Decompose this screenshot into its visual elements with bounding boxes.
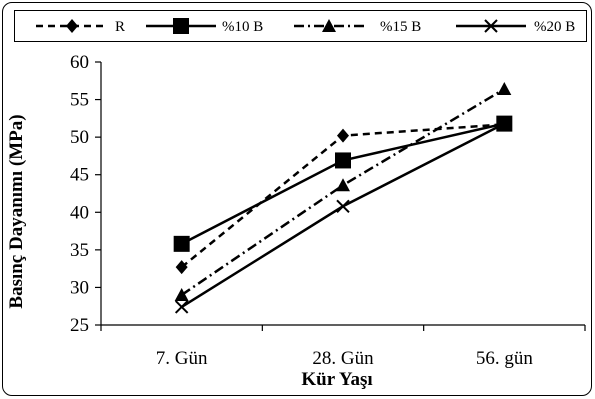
legend-label: %10 B <box>222 19 263 35</box>
y-tick-label: 35 <box>70 240 89 261</box>
legend-label: %20 B <box>534 19 575 35</box>
data-point <box>174 300 189 314</box>
data-point <box>336 199 350 213</box>
data-point <box>174 287 189 301</box>
y-tick-label: 30 <box>70 277 89 298</box>
legend-box <box>14 10 587 42</box>
y-tick-label: 60 <box>70 52 89 73</box>
x-ticks: 7. Gün 28. Gün 56. gün <box>100 325 586 369</box>
legend-item: R <box>36 19 125 35</box>
legend-marker <box>66 19 78 33</box>
series <box>175 117 511 275</box>
legend-item: %20 B <box>456 19 575 35</box>
series-group <box>173 82 513 314</box>
series-line <box>180 123 505 269</box>
y-axis-label: Basınç Dayanımı (MPa) <box>6 114 27 308</box>
legend-label: R <box>115 19 125 35</box>
data-point <box>175 260 188 275</box>
y-tick-label: 45 <box>70 165 89 186</box>
y-tick-label: 25 <box>70 315 89 336</box>
chart-frame <box>2 2 592 396</box>
legend-marker <box>484 19 498 33</box>
data-point <box>173 235 190 252</box>
series-line <box>181 122 505 309</box>
series-line <box>180 87 505 296</box>
legend-item: %10 B <box>146 18 263 35</box>
x-tick-label: 7. Gün <box>156 348 208 369</box>
axes <box>100 62 585 326</box>
series <box>174 116 512 314</box>
data-point <box>497 116 512 131</box>
legend-item: %15 B <box>294 19 421 35</box>
x-tick-label: 28. Gün <box>312 348 374 369</box>
series <box>174 82 512 301</box>
legend-label: %15 B <box>380 19 421 35</box>
data-point <box>497 82 512 96</box>
y-tick-label: 40 <box>70 202 89 223</box>
x-axis-label: Kür Yaşı <box>301 369 372 390</box>
x-tick-label: 56. gün <box>476 348 534 369</box>
y-tick-label: 50 <box>70 127 89 148</box>
data-point <box>335 152 351 169</box>
legend: R %10 B %15 B %20 B <box>36 18 575 35</box>
data-point <box>337 128 349 143</box>
y-ticks: 25 30 35 40 45 50 55 60 <box>70 52 101 336</box>
legend-marker <box>173 18 189 34</box>
legend-marker <box>322 19 336 32</box>
y-tick-label: 55 <box>70 90 89 111</box>
data-point <box>336 178 350 192</box>
